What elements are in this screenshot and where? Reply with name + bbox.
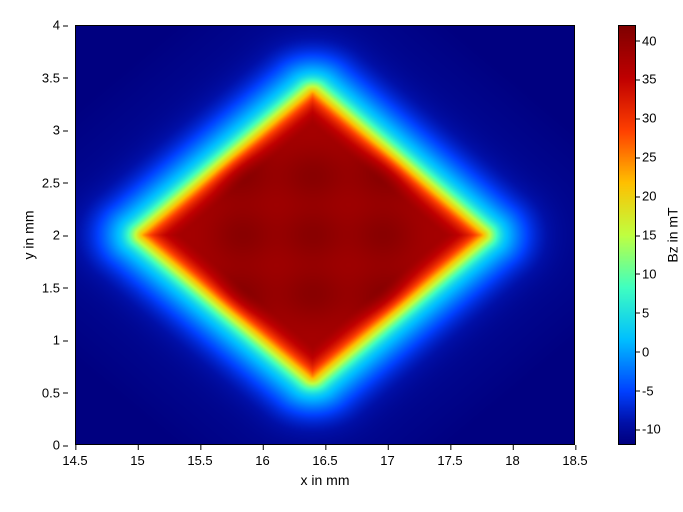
x-tick: 15 [130, 453, 144, 468]
y-tick: 4 [53, 18, 60, 33]
x-tick: 16.5 [312, 453, 337, 468]
colorbar-tick: 25 [642, 150, 656, 165]
y-tick: 1.5 [42, 280, 60, 295]
colorbar-tick: 35 [642, 72, 656, 87]
colorbar-tick: 10 [642, 266, 656, 281]
colorbar-tick: -10 [642, 422, 661, 437]
x-tick: 18 [505, 453, 519, 468]
colorbar-tick: 40 [642, 33, 656, 48]
x-tick: 14.5 [62, 453, 87, 468]
colorbar [618, 25, 636, 445]
x-tick: 16 [255, 453, 269, 468]
x-tick: 17 [380, 453, 394, 468]
x-tick: 17.5 [437, 453, 462, 468]
plot-area [75, 25, 575, 445]
y-tick: 0 [53, 438, 60, 453]
colorbar-canvas [619, 26, 635, 444]
y-tick: 3.5 [42, 70, 60, 85]
colorbar-tick: 5 [642, 305, 649, 320]
x-axis-label: x in mm [75, 472, 575, 488]
colorbar-tick: 0 [642, 344, 649, 359]
heatmap-chart: y in mm 00.511.522.533.54 14.51515.51616… [0, 0, 683, 512]
x-tick: 15.5 [187, 453, 212, 468]
colorbar-tick: -5 [642, 383, 654, 398]
y-tick: 1 [53, 333, 60, 348]
colorbar-tick: 30 [642, 111, 656, 126]
x-tick: 18.5 [562, 453, 587, 468]
y-tick: 3 [53, 123, 60, 138]
colorbar-tick: 15 [642, 228, 656, 243]
colorbar-tick: 20 [642, 189, 656, 204]
y-tick: 2.5 [42, 175, 60, 190]
x-axis-ticks: 14.51515.51616.51717.51818.5 [75, 445, 575, 475]
colorbar-label: Bz in mT [663, 25, 683, 445]
y-tick: 0.5 [42, 385, 60, 400]
y-axis-ticks: 00.511.522.533.54 [0, 25, 70, 445]
heatmap-canvas [76, 26, 574, 444]
y-tick: 2 [53, 228, 60, 243]
colorbar-label-text: Bz in mT [665, 207, 681, 262]
